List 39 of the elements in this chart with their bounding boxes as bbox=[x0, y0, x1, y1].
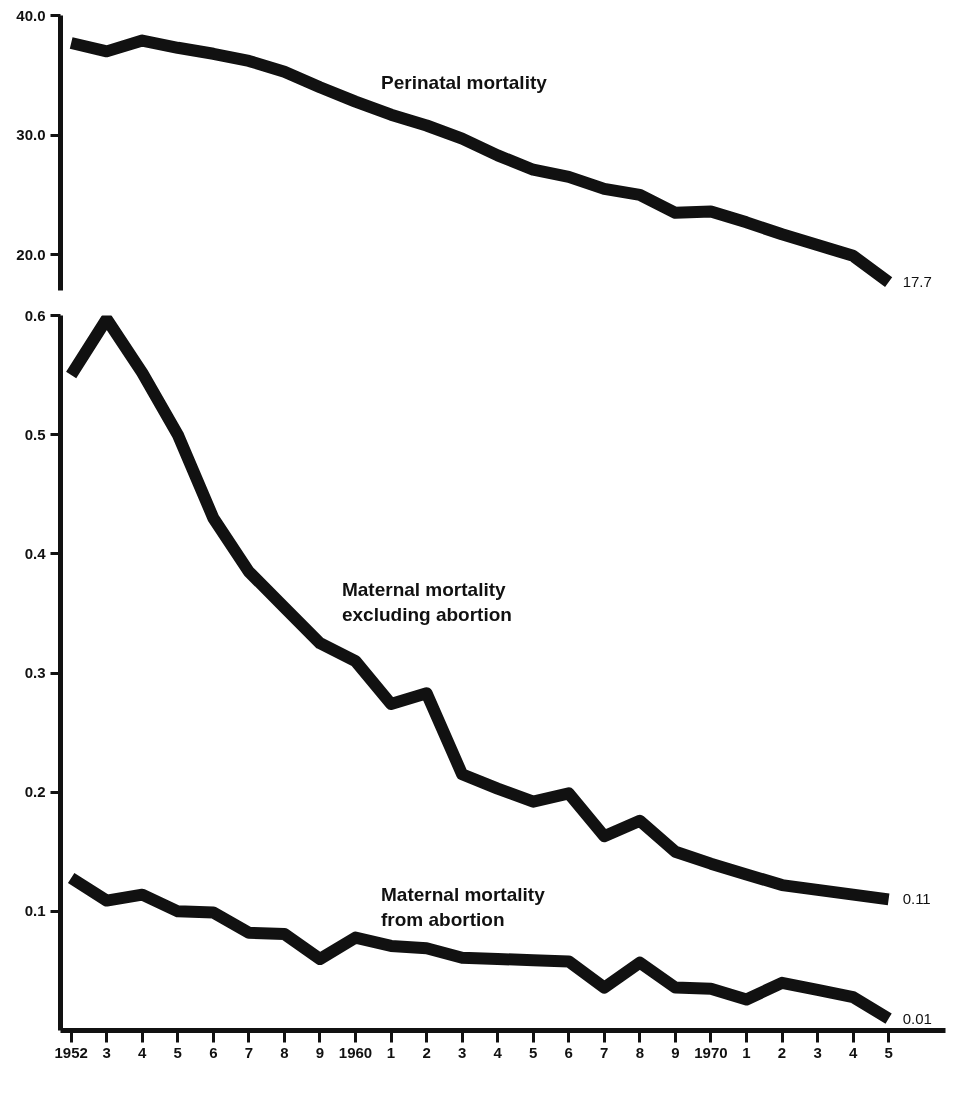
x-tick-label: 6 bbox=[209, 1043, 218, 1061]
x-tick-label: 4 bbox=[848, 1043, 858, 1061]
x-tick-label: 7 bbox=[244, 1043, 254, 1061]
x-tick-label: 1970 bbox=[694, 1043, 728, 1061]
x-tick-label: 1 bbox=[386, 1043, 396, 1061]
y-tick-label: 20.0 bbox=[16, 245, 46, 263]
x-tick-label: 6 bbox=[564, 1043, 573, 1061]
y-tick-label: 30.0 bbox=[16, 126, 46, 144]
series-label: Maternal mortality excluding abortion bbox=[341, 579, 512, 626]
x-tick-label: 8 bbox=[635, 1043, 645, 1061]
x-tick-label: 5 bbox=[884, 1043, 893, 1061]
y-tick-label: 0.6 bbox=[24, 306, 46, 324]
y-tick-label: 0.4 bbox=[24, 544, 47, 562]
data-label: 0.11 bbox=[902, 890, 931, 908]
y-tick-label: 0.5 bbox=[24, 425, 46, 443]
data-label: 0.01 bbox=[902, 1009, 932, 1027]
y-tick-label: 0.3 bbox=[24, 664, 46, 681]
x-tick-label: 3 bbox=[813, 1043, 822, 1061]
data-label: 17.7 bbox=[902, 273, 932, 291]
y-tick-label: 40.0 bbox=[16, 6, 46, 24]
y-tick-label: 0.2 bbox=[24, 783, 46, 801]
y-tick-label: 0.1 bbox=[24, 902, 46, 920]
x-tick-label: 1952 bbox=[54, 1043, 88, 1061]
series-label: Perinatal mortality bbox=[381, 71, 548, 93]
x-tick-label: 2 bbox=[422, 1043, 431, 1061]
x-tick-label: 5 bbox=[173, 1043, 182, 1061]
x-tick-label: 1 bbox=[742, 1043, 751, 1061]
x-tick-label: 4 bbox=[493, 1043, 503, 1061]
x-tick-label: 4 bbox=[138, 1043, 148, 1061]
series-label: Maternal mortality from abortion bbox=[381, 883, 546, 930]
x-tick-label: 1960 bbox=[338, 1043, 373, 1061]
x-tick-label: 3 bbox=[457, 1043, 467, 1061]
x-tick-label: 9 bbox=[671, 1043, 680, 1061]
x-tick-label: 8 bbox=[280, 1043, 289, 1061]
x-tick-label: 3 bbox=[102, 1043, 111, 1061]
x-tick-label: 9 bbox=[315, 1043, 325, 1061]
x-tick-label: 5 bbox=[529, 1043, 538, 1061]
x-tick-label: 7 bbox=[600, 1043, 609, 1061]
x-tick-label: 2 bbox=[777, 1043, 787, 1061]
